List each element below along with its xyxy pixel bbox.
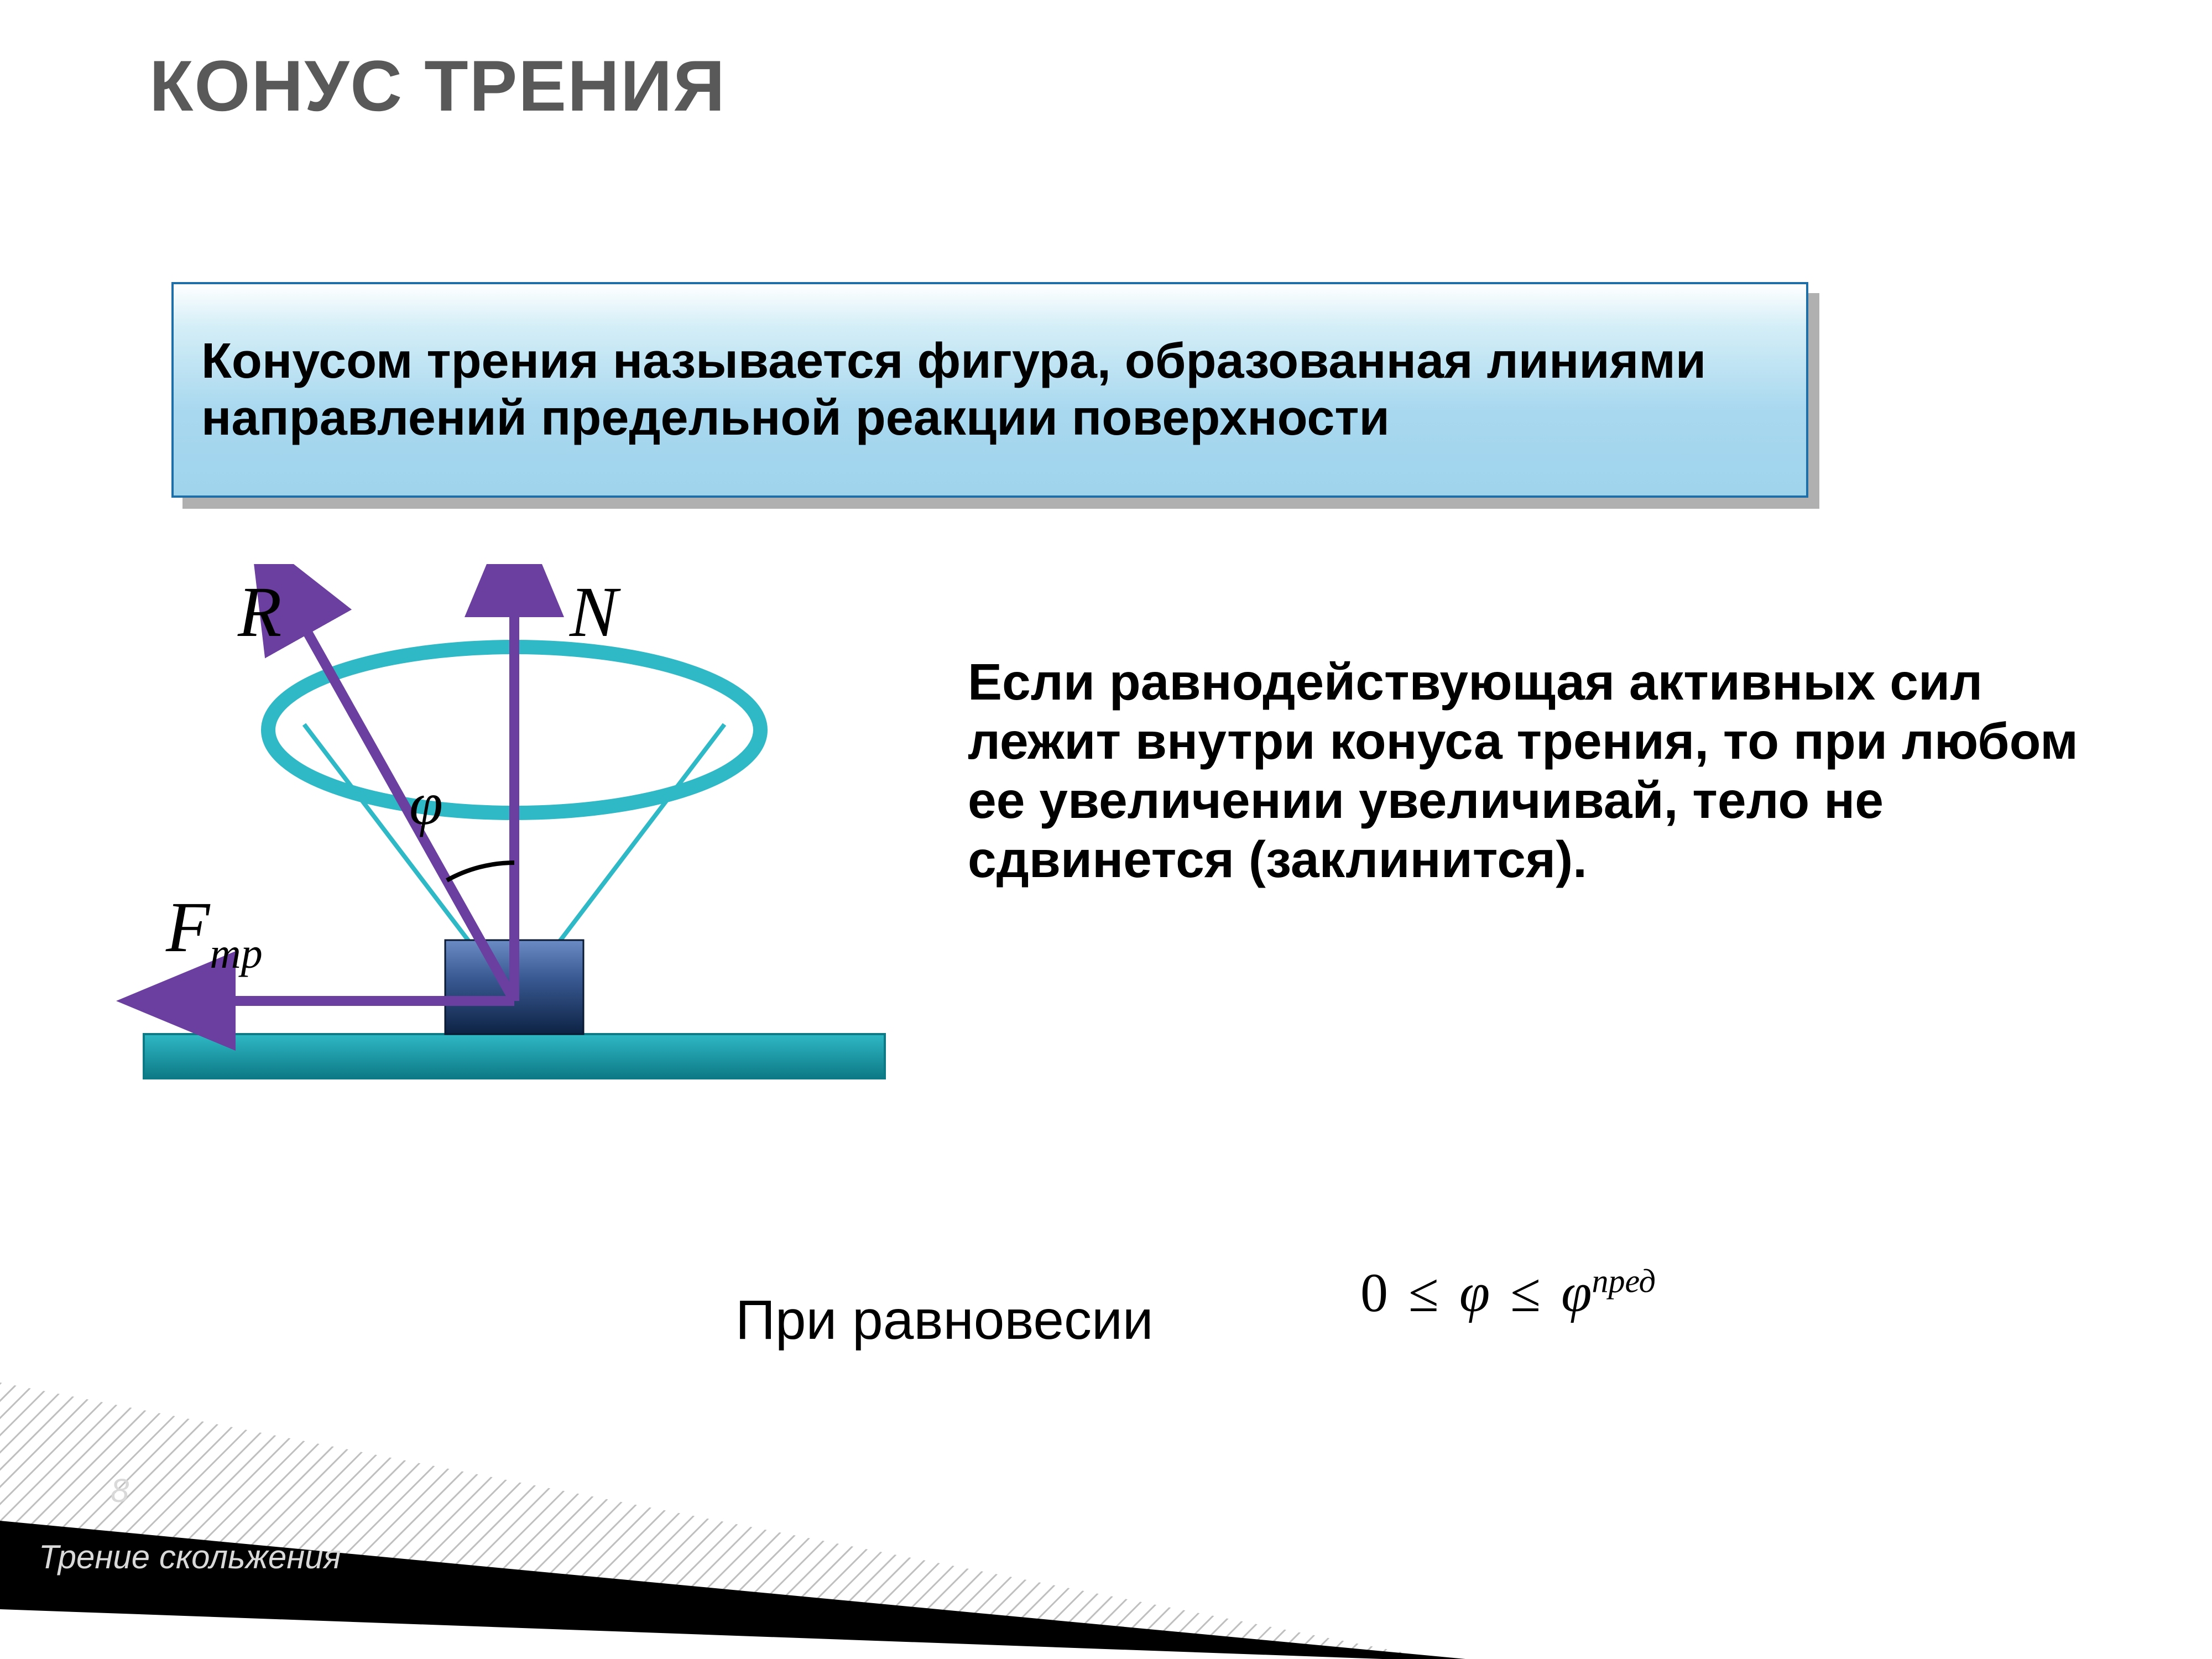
footer-caption: Трение скольжения [39,1538,341,1576]
friction-cone-diagram: R N φ Fтр [88,564,918,1145]
formula-mid: φ [1459,1262,1490,1323]
angle-arc [447,863,514,880]
formula-rhs-sup: пред [1592,1263,1656,1300]
explanation-text: Если равнодействующая активных сил лежит… [968,653,2101,889]
definition-text: Конусом трения называется фигура, образо… [201,333,1778,447]
equilibrium-formula: 0 ≤ φ ≤ φпред [1360,1261,1656,1324]
formula-rhs: φ [1561,1262,1592,1323]
label-ftr: Fтр [165,888,263,977]
slide-title: КОНУС ТРЕНИЯ [149,44,726,127]
label-r: R [237,572,281,652]
page-number: 8 [111,1472,129,1510]
surface [144,1034,885,1078]
formula-lhs: 0 [1360,1262,1388,1323]
formula-op2: ≤ [1504,1262,1547,1323]
label-phi: φ [409,770,443,837]
footer-decoration [0,1383,2212,1659]
equilibrium-label: При равновесии [735,1288,1154,1352]
slide: КОНУС ТРЕНИЯ Конусом трения называется ф… [0,0,2212,1659]
label-n: N [569,572,621,652]
definition-box: Конусом трения называется фигура, образо… [171,282,1808,498]
formula-op1: ≤ [1402,1262,1446,1323]
